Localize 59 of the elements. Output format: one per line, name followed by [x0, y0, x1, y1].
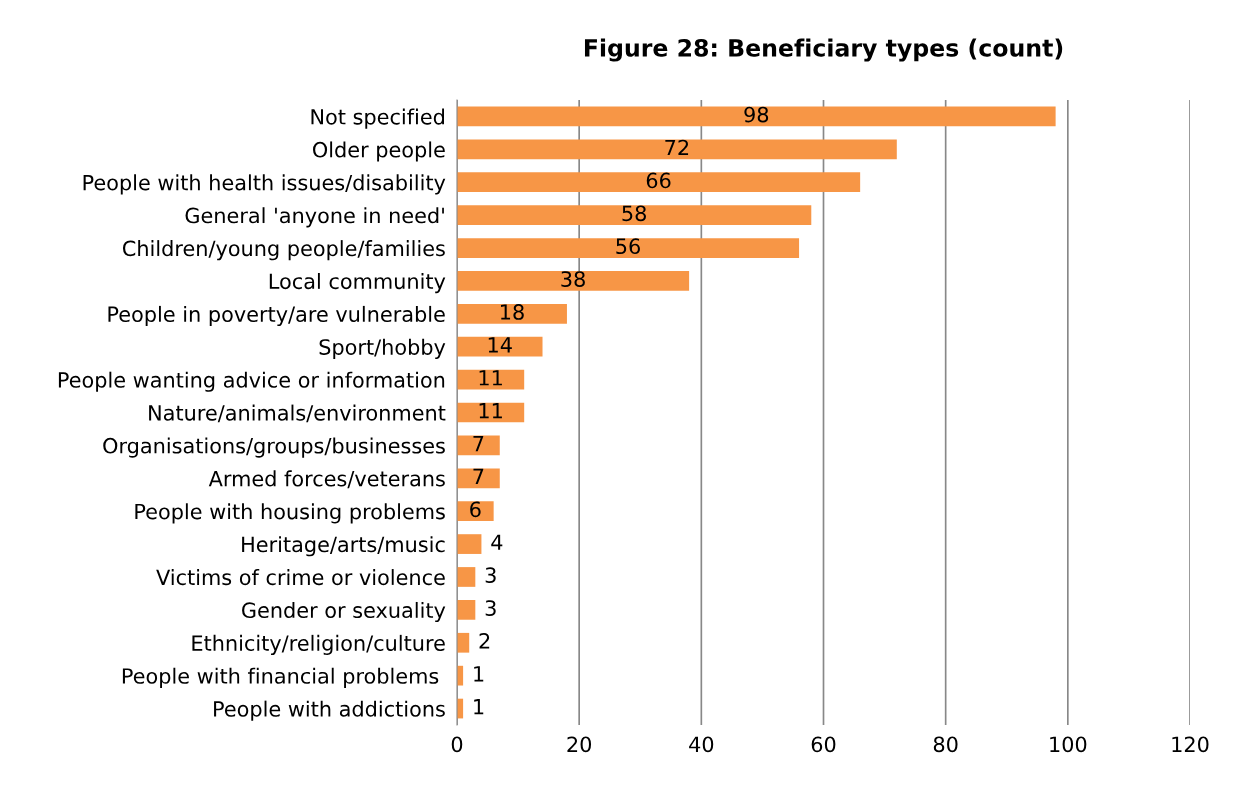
data-label: 7 [473, 435, 484, 452]
data-label: 56 [616, 238, 640, 255]
data-label: 58 [622, 205, 646, 222]
data-label: 1 [474, 666, 484, 682]
data-label: 2 [479, 633, 490, 649]
data-label: 66 [646, 172, 671, 189]
y-tick-label: Nature/animals/environment [149, 404, 446, 423]
bar [457, 468, 500, 489]
y-tick-label: Victims of crime or violence [156, 569, 445, 586]
data-label: 18 [501, 304, 524, 320]
bar [457, 106, 1056, 127]
data-label: 14 [488, 337, 512, 353]
x-tick-label: 40 [689, 736, 714, 753]
bar [457, 205, 812, 225]
y-tick-label: Ethnicity/religion/culture [192, 634, 445, 656]
data-label: 4 [491, 534, 503, 550]
data-label: 11 [479, 403, 502, 419]
bar [457, 632, 470, 653]
x-tick-label: 80 [933, 736, 958, 753]
y-tick-label: People with housing problems [135, 503, 445, 524]
y-tick-label: Gender or sexuality [242, 601, 446, 623]
data-label: 7 [473, 468, 484, 485]
data-label: 38 [561, 271, 585, 287]
data-label: 6 [470, 501, 481, 518]
bar [457, 139, 897, 160]
bar [457, 238, 800, 258]
bar [457, 336, 543, 357]
y-tick-label: Not specified [311, 108, 444, 129]
bar [457, 303, 567, 324]
y-tick-label: People with financial problems [122, 667, 439, 688]
y-tick-label: Children/young people/families [122, 240, 445, 261]
y-tick-label: Older people [313, 141, 445, 162]
chart-title: Figure 28: Beneficiary types (count) [584, 38, 1063, 62]
x-tick-label: 100 [1050, 736, 1087, 753]
data-label: 3 [485, 567, 496, 584]
y-tick-label: General 'anyone in need' [185, 207, 444, 228]
y-tick-label: People in poverty/are vulnerable [108, 305, 445, 327]
data-label: 72 [665, 139, 689, 156]
y-tick-label: Heritage/arts/music [242, 536, 445, 557]
x-tick-label: 0 [451, 736, 463, 753]
x-tick-label: 120 [1172, 736, 1209, 753]
data-label: 11 [479, 370, 502, 386]
y-tick-label: People with addictions [214, 700, 445, 721]
bar [457, 172, 861, 193]
y-tick-label: Organisations/groups/businesses [103, 437, 445, 458]
data-label: 1 [474, 699, 484, 715]
x-tick-label: 20 [567, 736, 592, 753]
y-tick-label: Local community [269, 273, 446, 294]
bar [457, 534, 482, 554]
data-label: 98 [744, 106, 769, 123]
y-tick-label: People wanting advice or information [58, 371, 445, 392]
y-tick-label: People with health issues/disability [83, 174, 446, 195]
y-tick-label: Sport/hobby [319, 338, 446, 359]
data-label: 3 [485, 600, 496, 616]
bar [457, 567, 476, 587]
bar [457, 600, 476, 620]
x-tick-label: 60 [811, 736, 836, 753]
y-tick-label: Armed forces/veterans [208, 470, 445, 489]
bar [457, 271, 690, 291]
